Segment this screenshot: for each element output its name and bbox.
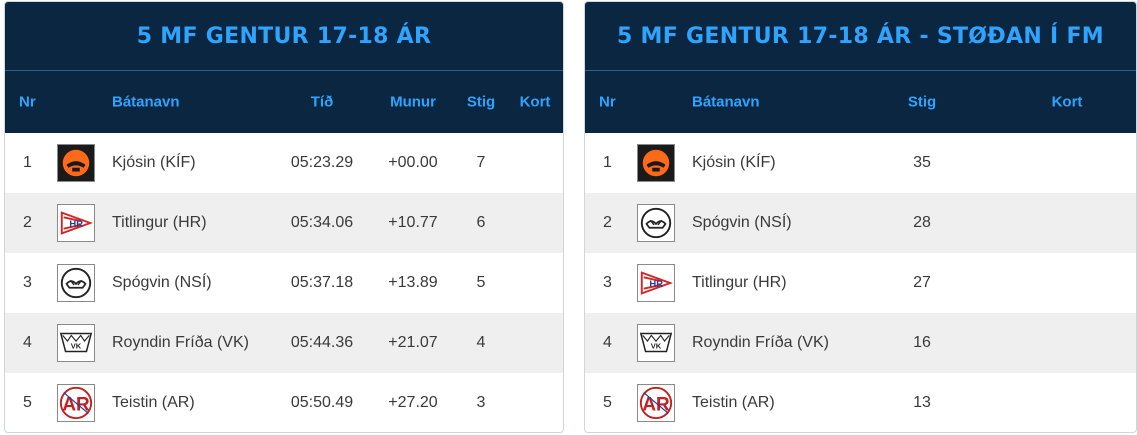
- row-rank: 5: [603, 394, 612, 411]
- row-points: 35: [913, 154, 931, 171]
- row-rank: 2: [603, 214, 612, 231]
- header-map[interactable]: Kort: [519, 93, 551, 111]
- hr-logo: HR: [637, 264, 675, 302]
- row-rank: 4: [603, 334, 612, 351]
- svg-text:KÍF: KÍF: [73, 151, 80, 155]
- row-points: 3: [476, 394, 486, 411]
- row-points: 7: [476, 154, 486, 171]
- svg-text:VK: VK: [71, 342, 82, 351]
- header-boat[interactable]: Bátanavn: [112, 93, 180, 111]
- row-rank: 2: [23, 214, 32, 231]
- row-boat-name: Royndin Fríða (VK): [692, 334, 829, 351]
- nsi-logo: [637, 204, 675, 242]
- results-header-row: Nr Bátanavn Tíð Munur Stig Kort: [5, 71, 563, 133]
- header-time[interactable]: Tíð: [310, 93, 334, 111]
- kif-logo: KÍF: [637, 144, 675, 182]
- row-rank: 1: [603, 154, 612, 171]
- ar-logo: AR: [637, 384, 675, 422]
- row-diff: +10.77: [388, 214, 438, 231]
- standings-panel: 5 MF GENTUR 17-18 ÁR - STØÐAN Í FM Nr Bá…: [584, 1, 1137, 433]
- row-rank: 4: [23, 334, 32, 351]
- row-boat-name: Kjósin (KÍF): [692, 154, 776, 171]
- table-row[interactable]: 4 VK Royndin Fríða (VK) 16: [585, 313, 1136, 373]
- header-nr[interactable]: Nr: [599, 93, 616, 111]
- results-panel: 5 MF GENTUR 17-18 ÁR Nr Bátanavn Tíð Mun…: [4, 1, 564, 433]
- row-boat-name: Kjósin (KÍF): [112, 154, 196, 171]
- row-diff: +21.07: [388, 334, 438, 351]
- svg-text:HR: HR: [649, 279, 663, 290]
- row-rank: 3: [23, 274, 32, 291]
- header-diff[interactable]: Munur: [390, 93, 436, 111]
- kif-logo: KÍF: [57, 144, 95, 182]
- table-row[interactable]: 1 KÍF Kjósin (KÍF) 05:23.29 +00.00 7: [5, 133, 563, 193]
- row-diff: +13.89: [388, 274, 438, 291]
- row-boat-name: Royndin Fríða (VK): [112, 334, 249, 351]
- row-boat-name: Spógvin (NSÍ): [692, 214, 792, 231]
- row-boat-name: Titlingur (HR): [692, 274, 787, 291]
- standings-header-row: Nr Bátanavn Stig Kort: [585, 71, 1136, 133]
- svg-text:HR: HR: [69, 219, 83, 230]
- row-points: 16: [913, 334, 931, 351]
- row-time: 05:37.18: [290, 274, 354, 291]
- row-rank: 1: [23, 154, 32, 171]
- header-boat[interactable]: Bátanavn: [692, 93, 760, 111]
- svg-text:AR: AR: [642, 395, 670, 416]
- row-diff: +27.20: [388, 394, 438, 411]
- ar-logo: AR: [57, 384, 95, 422]
- row-points: 4: [476, 334, 486, 351]
- header-points[interactable]: Stig: [466, 93, 496, 111]
- svg-text:AR: AR: [62, 395, 90, 416]
- header-nr[interactable]: Nr: [19, 93, 36, 111]
- hr-logo: HR: [57, 204, 95, 242]
- row-time: 05:34.06: [290, 214, 354, 231]
- table-row[interactable]: 3 HR Titlingur (HR) 27: [585, 253, 1136, 313]
- vk-logo: VK: [57, 324, 95, 362]
- table-row[interactable]: 2 HR Titlingur (HR) 05:34.06 +10.77 6: [5, 193, 563, 253]
- nsi-logo: [57, 264, 95, 302]
- header-points[interactable]: Stig: [907, 93, 937, 111]
- row-boat-name: Titlingur (HR): [112, 214, 207, 231]
- svg-text:VK: VK: [651, 342, 662, 351]
- table-row[interactable]: 2 Spógvin (NSÍ) 28: [585, 193, 1136, 253]
- table-row[interactable]: 5 AR Teistin (AR) 05:50.49 +27.20 3: [5, 373, 563, 432]
- results-table-body: 1 KÍF Kjósin (KÍF) 05:23.29 +00.00 7 2 HR Titlin…: [5, 133, 563, 432]
- vk-logo: VK: [637, 324, 675, 362]
- row-diff: +00.00: [388, 154, 438, 171]
- standings-title: 5 MF GENTUR 17-18 ÁR - STØÐAN Í FM: [585, 2, 1136, 71]
- row-points: 5: [476, 274, 486, 291]
- results-title: 5 MF GENTUR 17-18 ÁR: [5, 2, 563, 71]
- row-points: 13: [913, 394, 931, 411]
- table-row[interactable]: 4 VK Royndin Fríða (VK) 05:44.36 +21.07 4: [5, 313, 563, 373]
- row-rank: 3: [603, 274, 612, 291]
- row-time: 05:50.49: [290, 394, 354, 411]
- row-rank: 5: [23, 394, 32, 411]
- row-time: 05:23.29: [290, 154, 354, 171]
- table-row[interactable]: 3 Spógvin (NSÍ) 05:37.18 +13.89 5: [5, 253, 563, 313]
- svg-text:KÍF: KÍF: [653, 151, 660, 155]
- row-boat-name: Teistin (AR): [112, 394, 195, 411]
- table-row[interactable]: 5 AR Teistin (AR) 13: [585, 373, 1136, 432]
- row-points: 6: [476, 214, 486, 231]
- standings-table-body: 1 KÍF Kjósin (KÍF) 35 2 Spógvin (NSÍ) 28 3 HR Tit…: [585, 133, 1136, 432]
- row-points: 28: [913, 214, 931, 231]
- row-time: 05:44.36: [290, 334, 354, 351]
- table-row[interactable]: 1 KÍF Kjósin (KÍF) 35: [585, 133, 1136, 193]
- row-boat-name: Spógvin (NSÍ): [112, 274, 212, 291]
- row-boat-name: Teistin (AR): [692, 394, 775, 411]
- header-map[interactable]: Kort: [1051, 93, 1083, 111]
- row-points: 27: [913, 274, 931, 291]
